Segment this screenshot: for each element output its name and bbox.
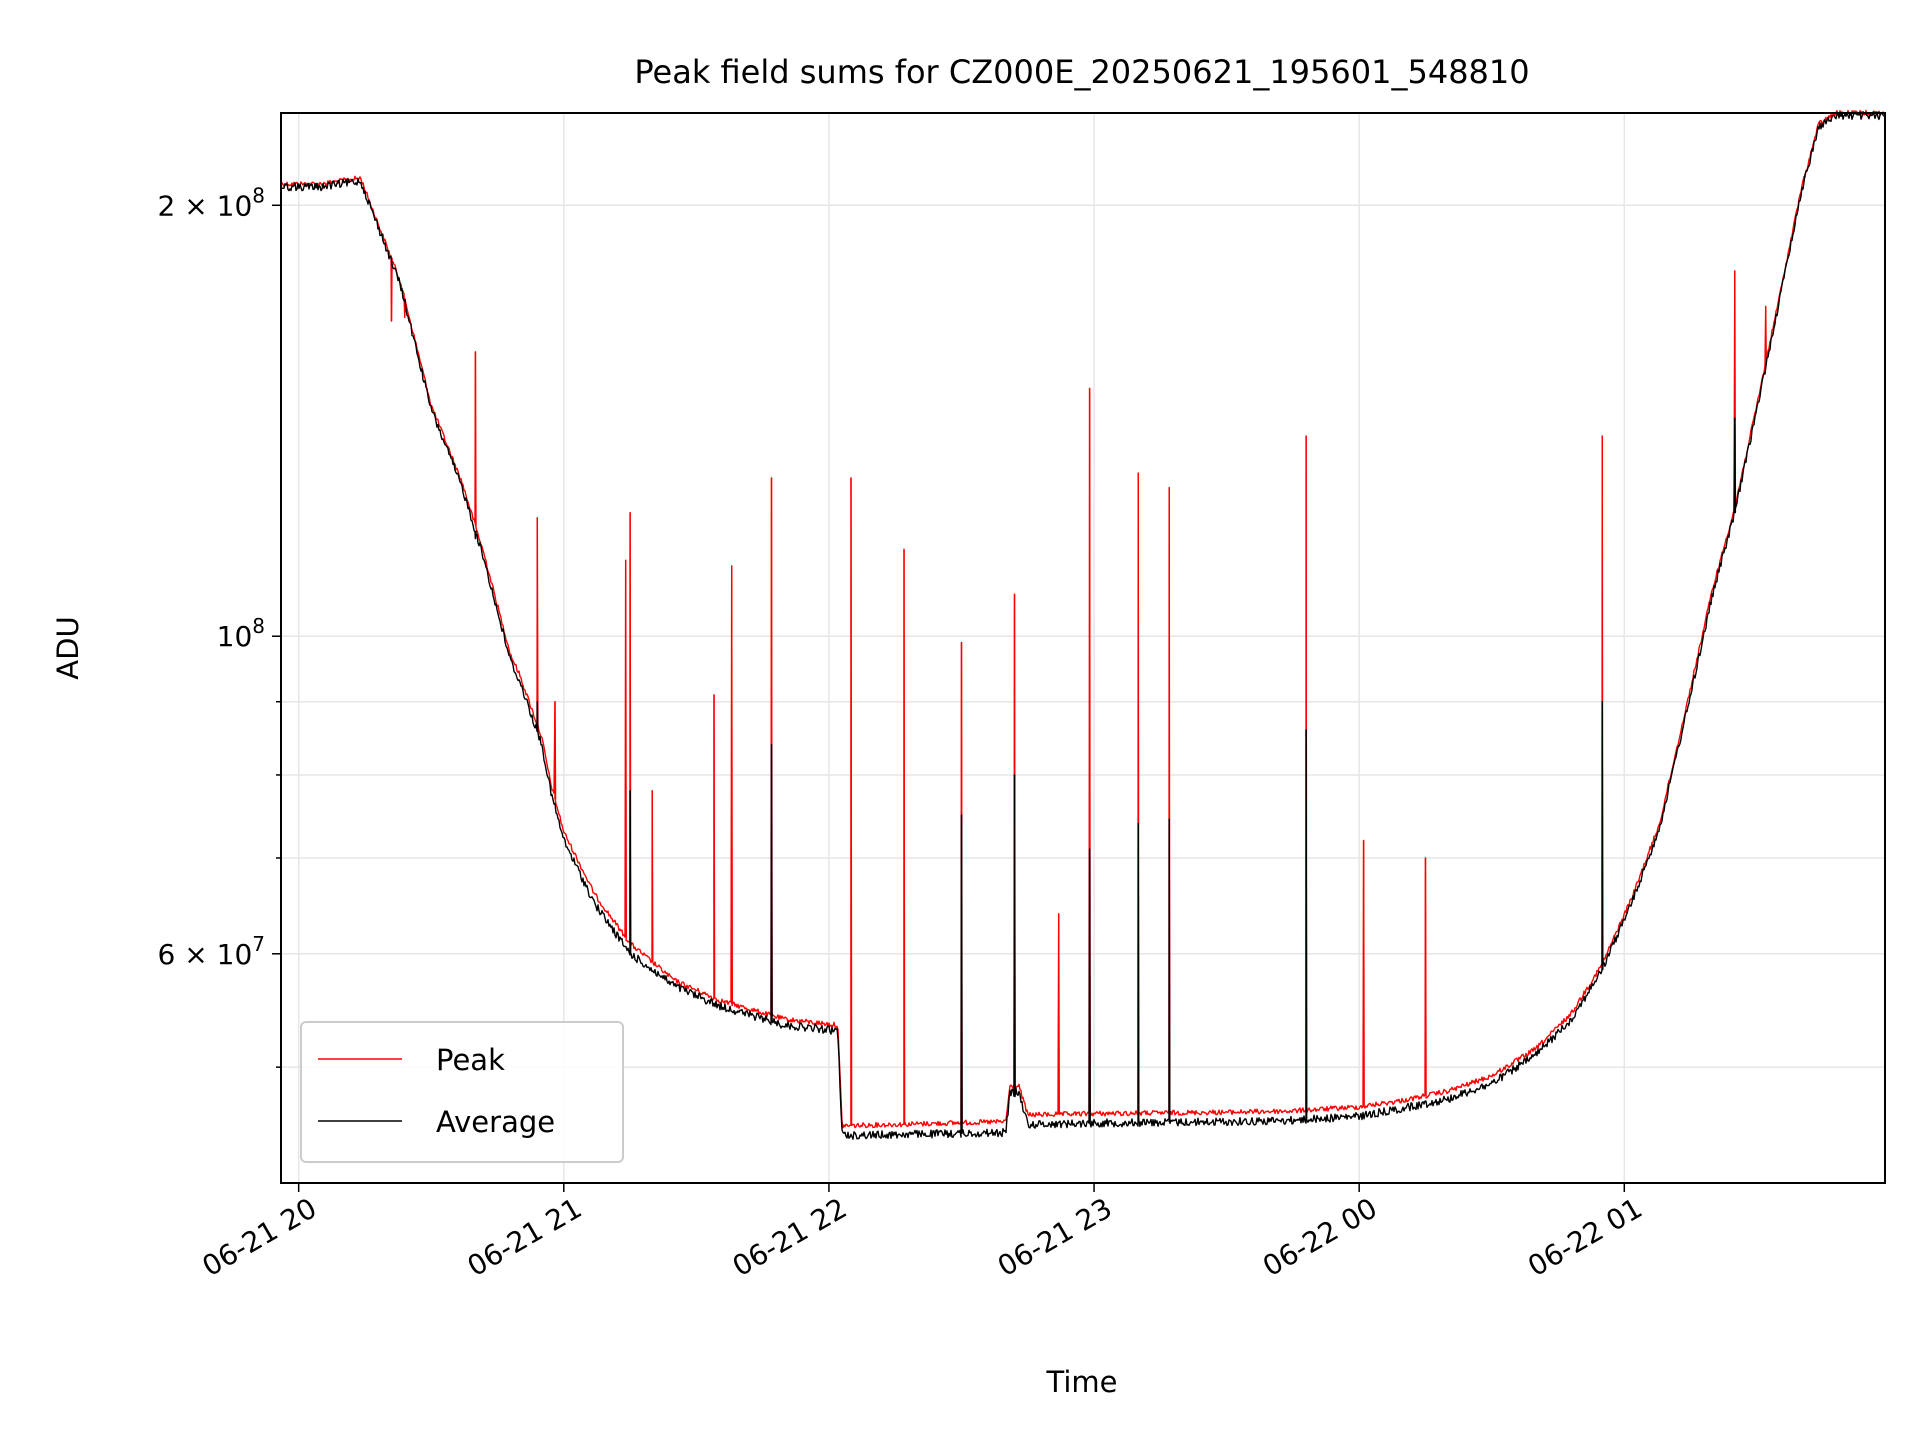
legend: Peak Average bbox=[300, 1021, 624, 1163]
grid-lines bbox=[281, 113, 1885, 1183]
x-axis-label: Time bbox=[1046, 1365, 1118, 1399]
series-layer bbox=[280, 109, 1886, 1140]
legend-label-peak: Peak bbox=[436, 1043, 505, 1077]
series-line-average bbox=[281, 111, 1886, 1140]
y-tick-label: 2 × 108 bbox=[158, 183, 265, 222]
y-axis-label: ADU bbox=[51, 616, 85, 679]
legend-box bbox=[300, 1021, 624, 1163]
series-average bbox=[281, 111, 1886, 1140]
series-line-peak bbox=[280, 109, 1886, 1129]
legend-label-average: Average bbox=[436, 1105, 555, 1139]
plot-frame bbox=[280, 112, 1886, 1184]
y-tick-label: 6 × 107 bbox=[158, 932, 265, 971]
chart-title: Peak field sums for CZ000E_20250621_1956… bbox=[634, 53, 1529, 91]
